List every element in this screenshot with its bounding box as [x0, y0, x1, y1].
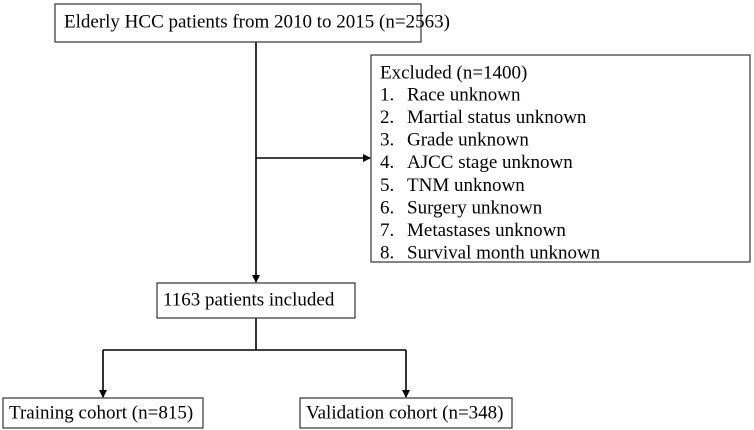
item-number: 8.: [380, 243, 394, 264]
item-text: Grade unknown: [407, 130, 529, 151]
item-text: Race unknown: [407, 84, 521, 105]
node-box: [156, 282, 356, 319]
node-box: [299, 397, 513, 429]
item-number: 6.: [380, 197, 394, 218]
item-number: 5.: [380, 175, 394, 196]
item-text: TNM unknown: [407, 175, 525, 196]
node-label: Validation cohort (n=348): [306, 402, 504, 423]
node-box: [54, 3, 422, 43]
item-number: 1.: [380, 84, 394, 105]
node-box: [370, 54, 751, 263]
item-number: 3.: [380, 130, 394, 151]
item-text: Surgery unknown: [407, 197, 543, 218]
item-text: AJCC stage unknown: [407, 152, 573, 173]
node-label: 1163 patients included: [163, 289, 335, 310]
item-number: 4.: [380, 152, 394, 173]
node-label: Elderly HCC patients from 2010 to 2015 (…: [64, 11, 450, 32]
exclusion-list: 1. Race unknown 2. Martial status unknown 3.…: [380, 84, 601, 263]
item-text: Metastases unknown: [407, 220, 566, 241]
node-box: [2, 397, 204, 429]
item-text: Martial status unknown: [407, 107, 587, 128]
item-number: 2.: [380, 107, 394, 128]
item-number: 7.: [380, 220, 394, 241]
node-label: Excluded (n=1400): [380, 62, 527, 83]
node-label: Training cohort (n=815): [9, 402, 193, 423]
item-text: Survival month unknown: [407, 243, 601, 264]
